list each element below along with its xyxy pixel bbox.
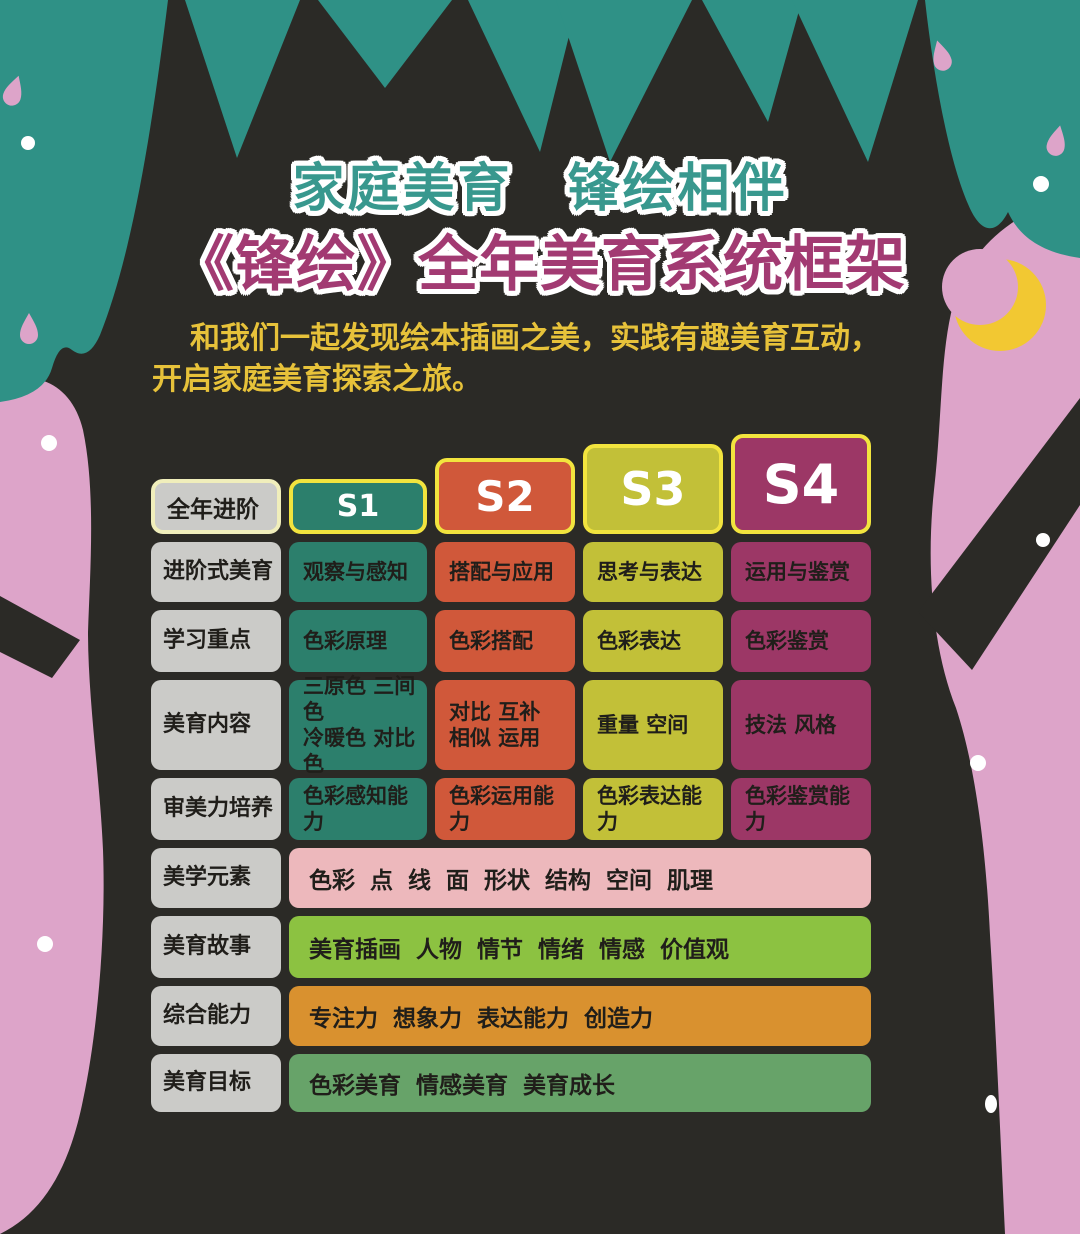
star-dot — [37, 936, 53, 952]
row-label: 综合能力 — [151, 986, 281, 1046]
framework-table: 全年进阶 S1 S2 S3 S4 进阶式美育 观察与感知 搭配与应用 思考与表达… — [151, 434, 871, 1112]
table-cell: 思考与表达 — [583, 542, 723, 602]
table-cell: 技法 风格 — [731, 680, 871, 770]
table-cell: 色彩感知能力 — [289, 778, 427, 840]
header-stage-s3: S3 — [583, 444, 723, 534]
cell-line: 对比 互补 — [449, 699, 541, 724]
subtitle: 和我们一起发现绘本插画之美，实践有趣美育互动， 开启家庭美育探索之旅。 — [152, 318, 922, 400]
left-sky — [0, 378, 104, 1234]
star-dot — [1036, 533, 1050, 547]
table-row: 进阶式美育 观察与感知 搭配与应用 思考与表达 运用与鉴赏 — [151, 542, 871, 602]
table-cell: 运用与鉴赏 — [731, 542, 871, 602]
table-cell: 对比 互补 相似 运用 — [435, 680, 575, 770]
table-row: 学习重点 色彩原理 色彩搭配 色彩表达 色彩鉴赏 — [151, 610, 871, 672]
table-cell: 色彩表达 — [583, 610, 723, 672]
star-dot — [41, 435, 57, 451]
table-cell: 重量 空间 — [583, 680, 723, 770]
star-dot — [985, 1095, 997, 1113]
cell-line: 相似 运用 — [449, 726, 541, 750]
subtitle-line-1: 和我们一起发现绘本插画之美，实践有趣美育互动， — [190, 321, 880, 356]
star-dot — [1033, 176, 1049, 192]
table-cell: 观察与感知 — [289, 542, 427, 602]
row-bar: 专注力 想象力 表达能力 创造力 — [289, 986, 871, 1046]
table-row: 综合能力 专注力 想象力 表达能力 创造力 — [151, 986, 871, 1046]
table-cell: 色彩搭配 — [435, 610, 575, 672]
table-cell: 色彩鉴赏能力 — [731, 778, 871, 840]
table-header-row: 全年进阶 S1 S2 S3 S4 — [151, 434, 871, 534]
table-row: 审美力培养 色彩感知能力 色彩运用能力 色彩表达能力 色彩鉴赏能力 — [151, 778, 871, 840]
canopy-right — [925, 0, 1080, 258]
table-cell: 色彩鉴赏 — [731, 610, 871, 672]
row-bar: 色彩 点 线 面 形状 结构 空间 肌理 — [289, 848, 871, 908]
star-dot — [970, 755, 986, 771]
table-row: 美育目标 色彩美育 情感美育 美育成长 — [151, 1054, 871, 1112]
leaf — [185, 0, 300, 158]
header-corner-cell: 全年进阶 — [151, 479, 281, 534]
table-cell: 色彩运用能力 — [435, 778, 575, 840]
cell-line: 三原色 三间色 — [303, 673, 416, 724]
table-cell: 色彩表达能力 — [583, 778, 723, 840]
row-bar: 色彩美育 情感美育 美育成长 — [289, 1054, 871, 1112]
tagline: 家庭美育 锋绘相伴 — [292, 159, 788, 219]
star-dot — [21, 136, 35, 150]
leaf — [702, 0, 802, 122]
page-title: 《锋绘》全年美育系统框架 — [174, 230, 906, 300]
leaf — [792, 0, 918, 162]
row-label: 美育内容 — [151, 680, 281, 770]
branch — [0, 596, 80, 678]
table-cell: 色彩原理 — [289, 610, 427, 672]
header-stage-s1: S1 — [289, 479, 427, 534]
header-stage-s2: S2 — [435, 458, 575, 534]
moon-icon — [942, 249, 1046, 351]
leaf — [468, 0, 578, 152]
table-cell: 三原色 三间色 冷暖色 对比色 — [289, 674, 427, 776]
table-row: 美学元素 色彩 点 线 面 形状 结构 空间 肌理 — [151, 848, 871, 908]
table-row: 美育内容 三原色 三间色 冷暖色 对比色 对比 互补 相似 运用 重量 空间 技… — [151, 674, 871, 776]
header-stage-s4: S4 — [731, 434, 871, 534]
row-label: 审美力培养 — [151, 778, 281, 840]
row-label: 美学元素 — [151, 848, 281, 908]
leaf — [318, 0, 452, 88]
row-label: 进阶式美育 — [151, 542, 281, 602]
table-cell: 搭配与应用 — [435, 542, 575, 602]
row-label: 美育目标 — [151, 1054, 281, 1112]
subtitle-line-2: 开启家庭美育探索之旅。 — [152, 362, 482, 398]
row-bar: 美育插画 人物 情节 情绪 情感 价值观 — [289, 916, 871, 978]
row-label: 美育故事 — [151, 916, 281, 978]
cell-line: 冷暖色 对比色 — [303, 726, 416, 777]
table-row: 美育故事 美育插画 人物 情节 情绪 情感 价值观 — [151, 916, 871, 978]
branch — [918, 398, 1080, 670]
row-label: 学习重点 — [151, 610, 281, 672]
canopy-left — [0, 0, 168, 402]
leaf — [556, 0, 692, 162]
